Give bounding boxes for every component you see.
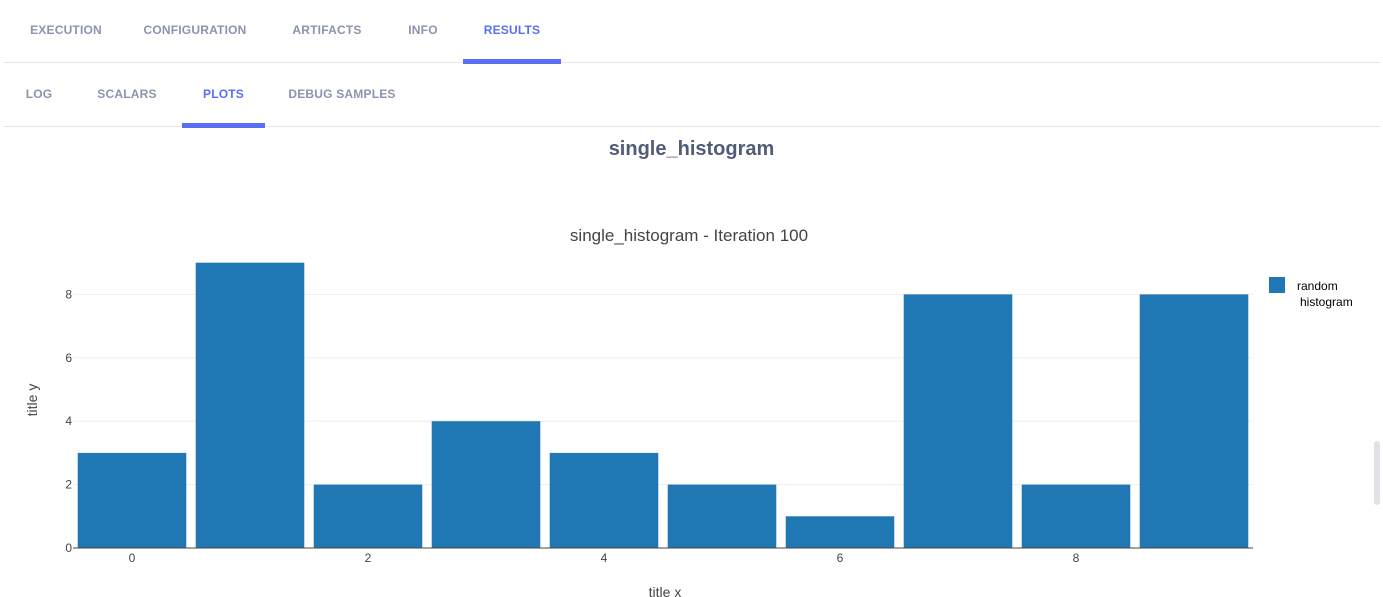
histogram-bar xyxy=(549,452,659,548)
histogram-bar xyxy=(1139,294,1249,548)
tab-execution[interactable]: EXECUTION xyxy=(30,23,102,37)
y-axis-title: title y xyxy=(24,384,40,417)
histogram-bar xyxy=(1021,484,1131,548)
tab-configuration[interactable]: CONFIGURATION xyxy=(143,23,247,37)
histogram-bar xyxy=(903,294,1013,548)
y-tick-label: 6 xyxy=(65,351,72,365)
y-tick-label: 0 xyxy=(65,541,72,555)
tab-plots[interactable]: PLOTS xyxy=(202,87,244,101)
x-tick-label: 4 xyxy=(601,551,608,565)
results-sub-tab-bar: LOG SCALARS PLOTS DEBUG SAMPLES xyxy=(4,64,1380,128)
tab-info[interactable]: INFO xyxy=(408,23,438,37)
legend-swatch xyxy=(1269,277,1285,293)
y-tick-label: 2 xyxy=(65,478,72,492)
histogram-bar xyxy=(313,484,423,548)
tab-log[interactable]: LOG xyxy=(25,87,53,101)
histogram-bar xyxy=(431,421,541,548)
scrollbar-thumb[interactable] xyxy=(1374,441,1380,505)
chart-title: single_histogram - Iteration 100 xyxy=(570,226,808,245)
plot-section-title: single_histogram xyxy=(608,138,775,160)
x-tick-label: 0 xyxy=(129,551,136,565)
legend-label-line-2: histogram xyxy=(1300,295,1353,309)
tab-results-indicator xyxy=(463,59,561,64)
histogram-chart: single_histogram - Iteration 100 0 2 4 6 8 0 2 4… xyxy=(24,226,1353,597)
tab-debug-samples[interactable]: DEBUG SAMPLES xyxy=(288,87,396,101)
x-tick-label: 6 xyxy=(837,551,844,565)
tab-artifacts[interactable]: ARTIFACTS xyxy=(292,23,362,37)
main-tab-bar: EXECUTION CONFIGURATION ARTIFACTS INFO R… xyxy=(4,0,1380,64)
tab-results[interactable]: RESULTS xyxy=(483,23,541,37)
legend-label-line-1: random xyxy=(1297,279,1338,293)
histogram-bar xyxy=(195,262,305,548)
histogram-bar xyxy=(785,516,895,548)
y-tick-label: 8 xyxy=(65,287,72,301)
x-tick-label: 8 xyxy=(1073,551,1080,565)
tab-scalars[interactable]: SCALARS xyxy=(97,87,157,101)
x-axis-title: title x xyxy=(649,584,682,597)
y-tick-label: 4 xyxy=(65,414,72,428)
histogram-bar xyxy=(667,484,777,548)
x-tick-label: 2 xyxy=(365,551,372,565)
tab-plots-indicator xyxy=(182,123,265,128)
histogram-bar xyxy=(77,452,187,548)
